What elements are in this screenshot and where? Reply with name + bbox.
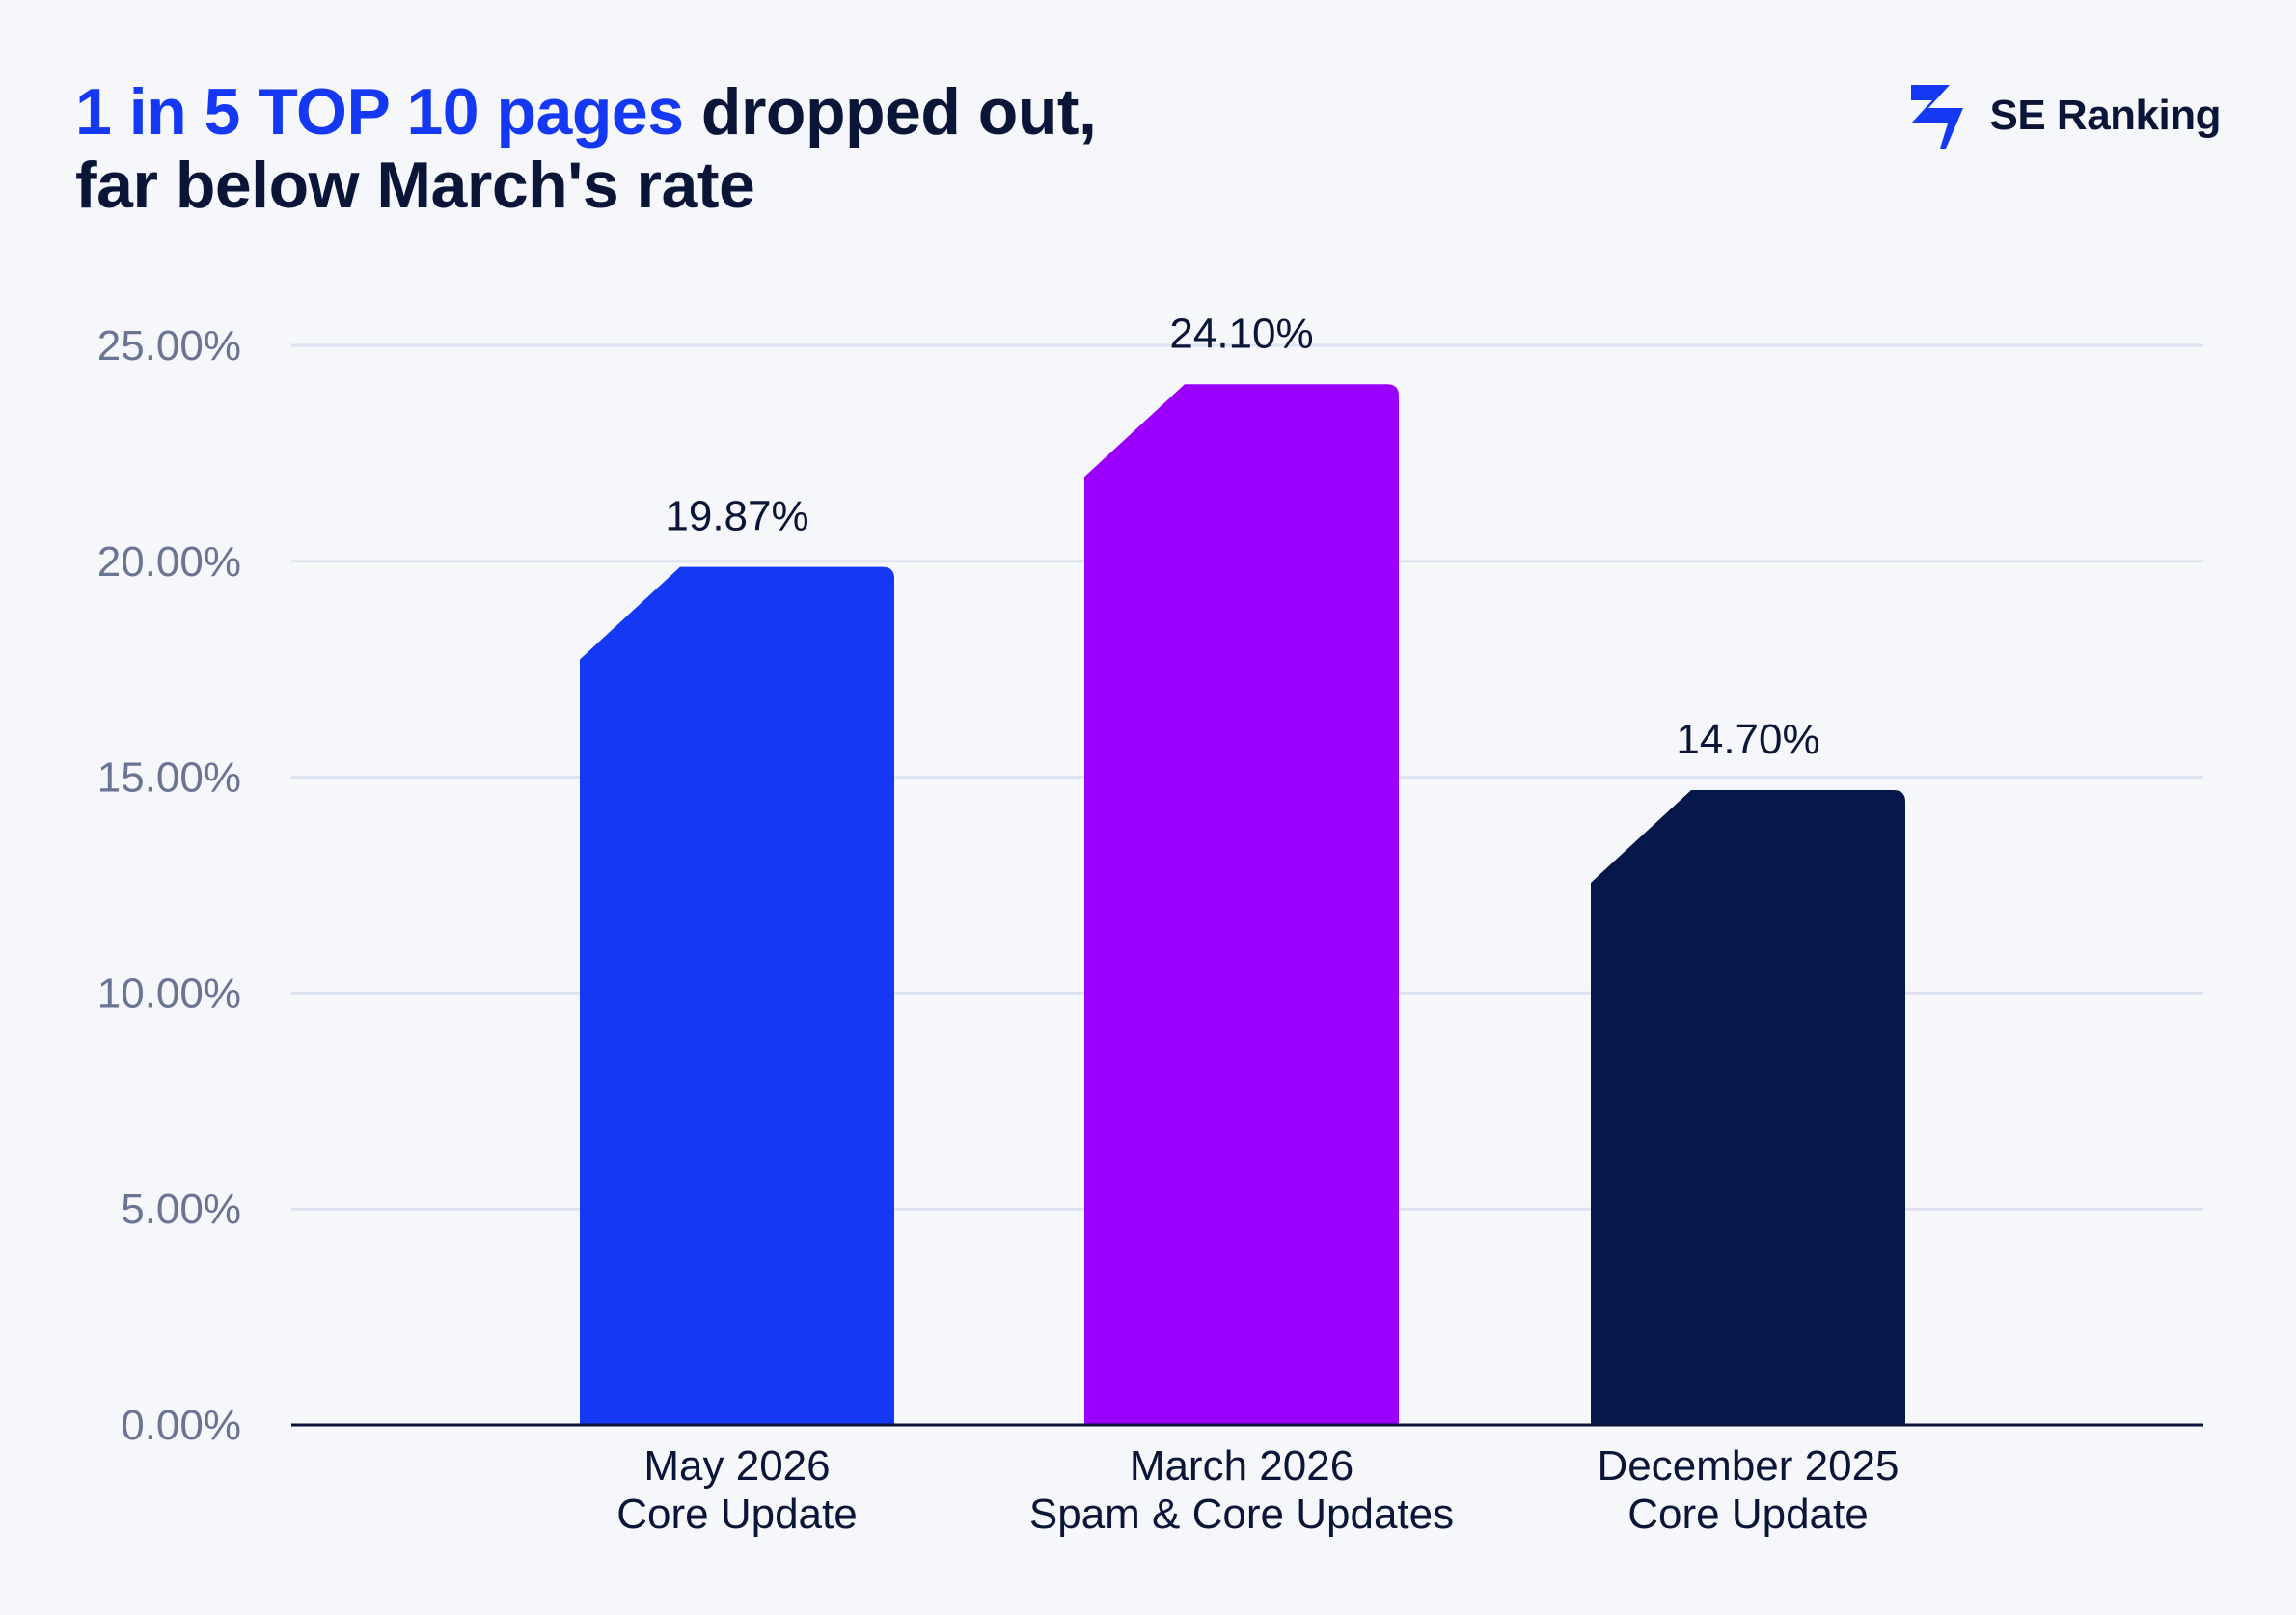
- y-tick-label: 20.00%: [97, 538, 241, 586]
- y-tick-label: 25.00%: [97, 322, 241, 370]
- x-category-label: Core Update: [616, 1491, 857, 1538]
- title-line2: far below March's rate: [75, 149, 755, 222]
- y-tick-label: 0.00%: [121, 1402, 241, 1449]
- bar: [580, 566, 894, 1425]
- x-category-label: Core Update: [1627, 1491, 1868, 1538]
- x-category-label: March 2026: [1130, 1442, 1353, 1490]
- bar: [1084, 384, 1399, 1426]
- x-category-label: May 2026: [643, 1442, 830, 1490]
- x-category-label: Spam & Core Updates: [1029, 1491, 1454, 1538]
- y-tick-label: 15.00%: [97, 754, 241, 802]
- title-rest-line1: dropped out,: [683, 75, 1097, 149]
- title-highlight: 1 in 5 TOP 10 pages: [75, 75, 684, 149]
- bar-value-label: 24.10%: [1169, 310, 1313, 357]
- y-tick-label: 5.00%: [121, 1186, 241, 1233]
- y-tick-label: 10.00%: [97, 970, 241, 1017]
- brand-logo: SE Ranking: [1896, 75, 2222, 156]
- bar-value-label: 14.70%: [1676, 716, 1819, 763]
- bar: [1591, 790, 1905, 1425]
- brand-name: SE Ranking: [1989, 92, 2222, 139]
- bar-value-label: 19.87%: [665, 493, 808, 540]
- x-category-label: December 2025: [1597, 1442, 1899, 1490]
- chart-title: 1 in 5 TOP 10 pages dropped out, far bel…: [75, 75, 1097, 222]
- se-ranking-logo-icon: [1910, 85, 1963, 149]
